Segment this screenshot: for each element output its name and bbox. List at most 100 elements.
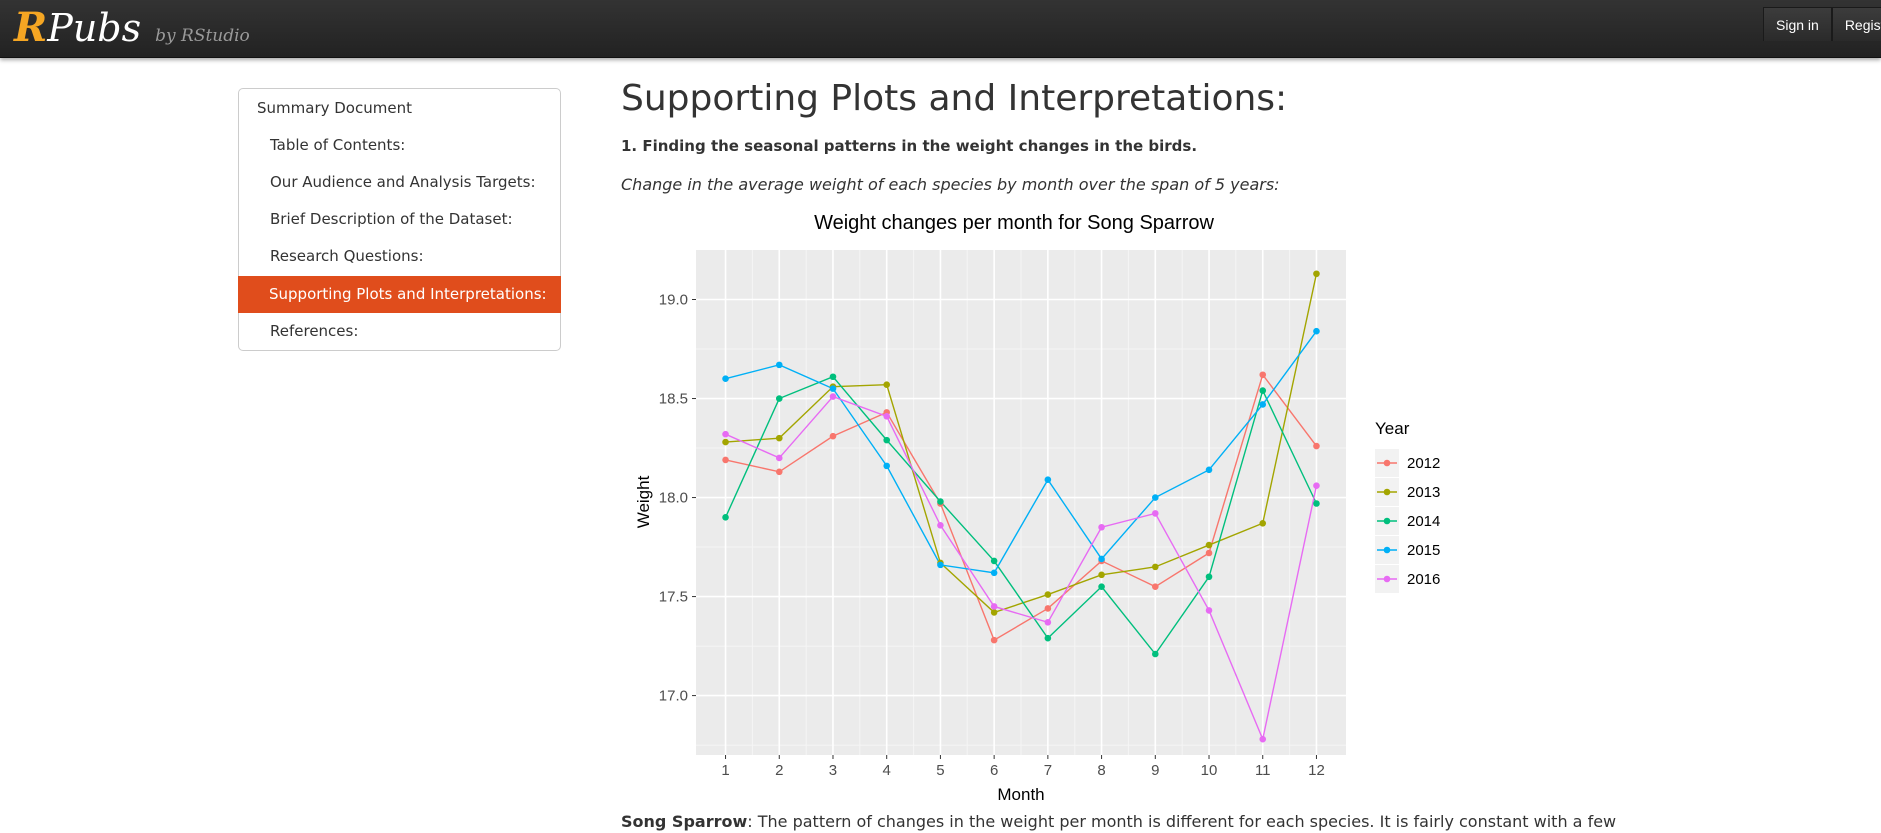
rpubs-logo[interactable]: R Pubs by RStudio bbox=[14, 4, 250, 54]
data-point-2013 bbox=[1044, 591, 1052, 598]
x-tick-label: 5 bbox=[936, 762, 944, 779]
data-point-2013 bbox=[990, 609, 998, 616]
data-point-2016 bbox=[1151, 510, 1159, 517]
data-point-2012 bbox=[1205, 549, 1213, 557]
data-point-2013 bbox=[775, 434, 783, 442]
data-point-2015 bbox=[937, 561, 944, 569]
x-tick-label: 7 bbox=[1044, 762, 1052, 779]
x-tick-label: 10 bbox=[1201, 762, 1218, 779]
logo-by-rstudio: by RStudio bbox=[155, 26, 250, 46]
data-point-2016 bbox=[775, 454, 783, 462]
legend-title: Year bbox=[1375, 419, 1410, 438]
data-point-2013 bbox=[722, 438, 729, 446]
data-point-2013 bbox=[1259, 519, 1267, 527]
data-point-2012 bbox=[1313, 442, 1320, 450]
legend-key-point-2012 bbox=[1383, 459, 1391, 467]
x-tick-label: 2 bbox=[775, 762, 783, 779]
data-point-2012 bbox=[775, 468, 783, 476]
data-point-2016 bbox=[990, 603, 998, 610]
chart-title: Weight changes per month for Song Sparro… bbox=[814, 212, 1214, 234]
logo-pubs: Pubs bbox=[47, 6, 142, 50]
x-tick-label: 8 bbox=[1097, 762, 1105, 779]
data-point-2015 bbox=[1313, 327, 1320, 335]
data-point-2014 bbox=[1259, 387, 1267, 394]
series-line-2013 bbox=[725, 273, 1318, 614]
data-point-2016 bbox=[1098, 523, 1105, 531]
song-sparrow-paragraph: Song Sparrow: The pattern of changes in … bbox=[621, 812, 1621, 831]
y-tick-label: 17.0 bbox=[659, 688, 688, 705]
toc-item-audience[interactable]: Our Audience and Analysis Targets: bbox=[270, 173, 536, 191]
legend-label-2013: 2013 bbox=[1407, 484, 1440, 501]
legend-label-2016: 2016 bbox=[1407, 571, 1440, 588]
data-point-2014 bbox=[1098, 583, 1105, 590]
data-point-2012 bbox=[829, 432, 837, 440]
toc-item-research-questions[interactable]: Research Questions: bbox=[270, 247, 424, 265]
data-point-2014 bbox=[722, 514, 729, 521]
x-tick-label: 11 bbox=[1255, 762, 1271, 779]
section-heading: 1. Finding the seasonal patterns in the … bbox=[621, 137, 1198, 155]
register-button[interactable]: Register bbox=[1831, 7, 1881, 41]
data-point-2014 bbox=[937, 498, 944, 505]
data-point-2014 bbox=[829, 373, 837, 381]
data-point-2014 bbox=[1205, 573, 1213, 581]
data-point-2012 bbox=[722, 456, 729, 464]
data-point-2014 bbox=[1044, 634, 1052, 642]
data-point-2013 bbox=[1205, 541, 1213, 549]
toc-sidebar: Summary Document Table of Contents: Our … bbox=[238, 88, 561, 351]
data-point-2016 bbox=[1313, 482, 1320, 489]
data-point-2013 bbox=[1313, 270, 1320, 278]
page-title: Supporting Plots and Interpretations: bbox=[621, 78, 1288, 119]
data-point-2016 bbox=[1044, 619, 1052, 626]
y-tick-label: 18.0 bbox=[659, 490, 688, 507]
data-point-2015 bbox=[990, 569, 998, 577]
x-tick-label: 3 bbox=[829, 762, 837, 779]
x-tick-label: 12 bbox=[1308, 762, 1325, 779]
data-point-2016 bbox=[722, 430, 729, 438]
x-tick-label: 9 bbox=[1151, 762, 1159, 779]
legend-label-2015: 2015 bbox=[1407, 542, 1440, 559]
data-point-2013 bbox=[883, 381, 891, 388]
toc-title[interactable]: Summary Document bbox=[257, 99, 412, 117]
data-point-2015 bbox=[829, 385, 837, 392]
weight-line-chart: Weight changes per month for Song Sparro… bbox=[634, 212, 1440, 804]
data-point-2013 bbox=[1151, 563, 1159, 571]
toc-item-supporting-plots[interactable]: Supporting Plots and Interpretations: bbox=[238, 276, 561, 313]
top-navbar: R Pubs by RStudio Sign in Register bbox=[0, 0, 1881, 58]
toc-item-references[interactable]: References: bbox=[270, 322, 359, 340]
series-line-2014 bbox=[724, 375, 1318, 656]
legend: Year 2012 2013 2014 2015 2016 bbox=[1375, 419, 1440, 593]
data-point-2014 bbox=[883, 436, 891, 444]
data-point-2014 bbox=[1313, 500, 1320, 507]
data-point-2012 bbox=[1044, 605, 1052, 612]
data-point-2012 bbox=[1151, 583, 1159, 590]
data-point-2015 bbox=[1151, 494, 1159, 501]
legend-key-point-2014 bbox=[1383, 517, 1391, 525]
toc-item-dataset[interactable]: Brief Description of the Dataset: bbox=[270, 210, 513, 228]
data-point-2015 bbox=[722, 375, 729, 383]
data-point-2015 bbox=[1098, 555, 1105, 563]
legend-key-point-2013 bbox=[1383, 488, 1391, 496]
paragraph-text: : The pattern of changes in the weight p… bbox=[747, 812, 1617, 831]
series-line-2015 bbox=[725, 330, 1318, 574]
data-point-2015 bbox=[1259, 401, 1267, 408]
data-point-2015 bbox=[1205, 466, 1213, 474]
data-point-2012 bbox=[990, 636, 998, 644]
toc-item-table-of-contents[interactable]: Table of Contents: bbox=[270, 136, 406, 154]
data-point-2015 bbox=[1044, 476, 1052, 484]
y-tick-label: 17.5 bbox=[659, 589, 688, 606]
data-point-2014 bbox=[1151, 650, 1159, 658]
x-axis-label: Month bbox=[997, 785, 1044, 804]
data-point-2016 bbox=[1205, 607, 1213, 614]
sign-in-button[interactable]: Sign in bbox=[1763, 7, 1832, 41]
data-point-2016 bbox=[1259, 735, 1267, 743]
data-point-2012 bbox=[1259, 371, 1267, 379]
data-point-2015 bbox=[775, 361, 783, 369]
legend-label-2012: 2012 bbox=[1407, 455, 1440, 472]
data-point-2016 bbox=[883, 413, 891, 420]
legend-label-2014: 2014 bbox=[1407, 513, 1440, 530]
data-point-2014 bbox=[990, 557, 998, 565]
account-actions: Sign in Register bbox=[1763, 7, 1881, 41]
data-point-2014 bbox=[775, 395, 783, 402]
y-tick-label: 19.0 bbox=[659, 292, 688, 309]
data-point-2013 bbox=[1098, 571, 1105, 579]
